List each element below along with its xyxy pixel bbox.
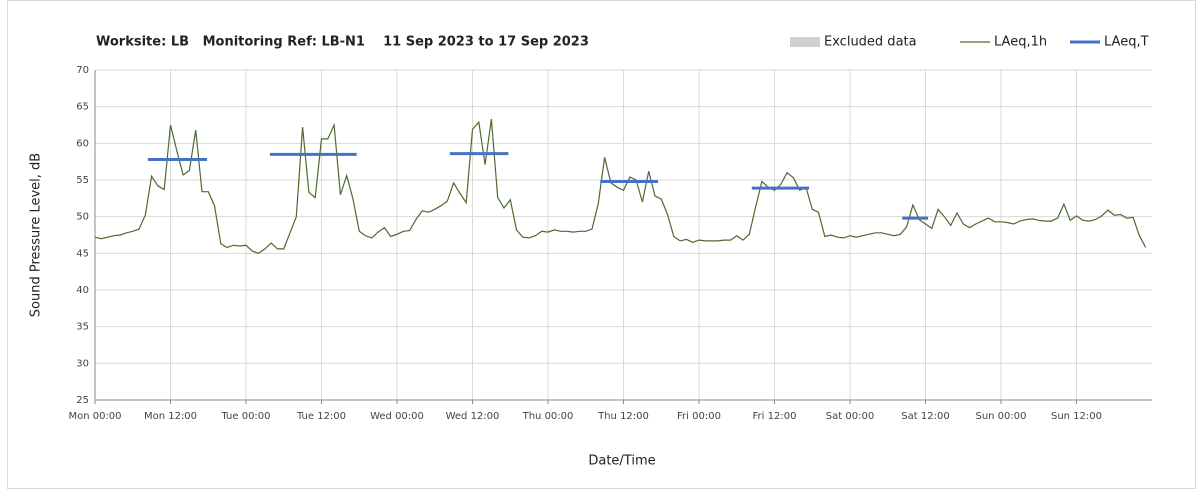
x-tick-label: Thu 00:00 xyxy=(522,411,574,422)
y-tick-label: 50 xyxy=(76,212,89,223)
chart-frame xyxy=(7,0,1196,489)
x-tick-label: Mon 00:00 xyxy=(68,411,121,422)
x-tick-label: Mon 12:00 xyxy=(144,411,197,422)
y-tick-label: 35 xyxy=(76,322,89,333)
x-tick-label: Tue 12:00 xyxy=(296,411,346,422)
y-tick-label: 30 xyxy=(76,358,89,369)
x-tick-label: Sun 12:00 xyxy=(1051,411,1102,422)
legend-swatch xyxy=(790,37,820,47)
x-tick-label: Tue 00:00 xyxy=(220,411,270,422)
x-tick-label: Sat 12:00 xyxy=(901,411,949,422)
x-tick-label: Wed 12:00 xyxy=(446,411,500,422)
legend-label: LAeq,1h xyxy=(994,35,1047,50)
x-tick-label: Thu 12:00 xyxy=(597,411,649,422)
x-tick-label: Fri 12:00 xyxy=(753,411,797,422)
y-axis-label: Sound Pressure Level, dB xyxy=(29,153,44,317)
legend-label: Excluded data xyxy=(824,35,917,50)
x-tick-label: Wed 00:00 xyxy=(370,411,424,422)
y-tick-label: 25 xyxy=(76,395,89,406)
x-tick-label: Fri 00:00 xyxy=(677,411,721,422)
y-tick-label: 40 xyxy=(76,285,89,296)
series-line xyxy=(94,119,1147,254)
x-tick-label: Sun 00:00 xyxy=(975,411,1026,422)
x-axis-label: Date/Time xyxy=(588,454,655,469)
chart-title: Worksite: LB Monitoring Ref: LB-N1 11 Se… xyxy=(96,35,589,50)
y-tick-label: 55 xyxy=(76,175,89,186)
y-tick-label: 70 xyxy=(76,65,89,76)
y-tick-label: 45 xyxy=(76,248,89,259)
legend-label: LAeq,T xyxy=(1104,35,1149,50)
x-tick-label: Sat 00:00 xyxy=(826,411,874,422)
y-tick-label: 60 xyxy=(76,138,89,149)
y-tick-label: 65 xyxy=(76,102,89,113)
